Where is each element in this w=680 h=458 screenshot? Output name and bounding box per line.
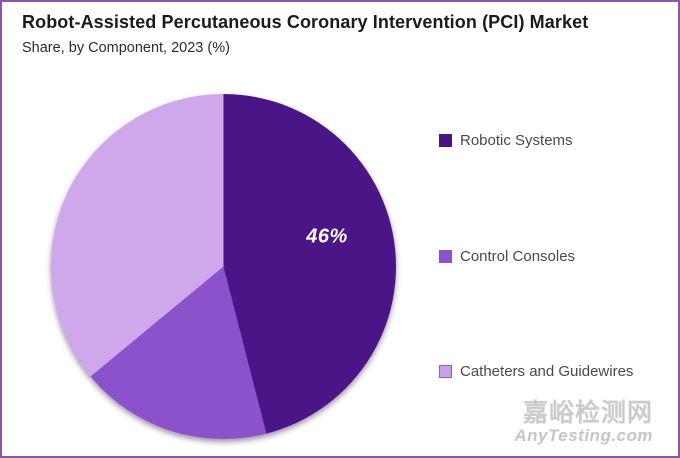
legend-swatch-icon bbox=[439, 134, 452, 147]
pie-graphic bbox=[51, 94, 396, 439]
pie-slice-value-label: 46% bbox=[306, 225, 348, 248]
watermark: 嘉峪检测网 AnyTesting.com bbox=[514, 398, 653, 446]
pie-chart: 46% bbox=[51, 94, 396, 439]
legend-label: Control Consoles bbox=[460, 247, 576, 265]
legend-label: Catheters and Guidewires bbox=[460, 363, 634, 380]
legend-item-robotic-systems: Robotic Systems bbox=[439, 132, 633, 149]
chart-header: Robot-Assisted Percutaneous Coronary Int… bbox=[22, 12, 662, 56]
legend-swatch-icon bbox=[439, 365, 452, 378]
legend-item-catheters-guidewires: Catheters and Guidewires bbox=[439, 363, 633, 380]
chart-title: Robot-Assisted Percutaneous Coronary Int… bbox=[22, 12, 589, 32]
legend-item-control-consoles: Control Consoles bbox=[439, 248, 633, 265]
watermark-chinese-text: 嘉峪检测网 bbox=[522, 398, 653, 427]
legend: Robotic Systems Control Consoles Cathete… bbox=[439, 132, 633, 380]
chart-subtitle: Share, by Component, 2023 (%) bbox=[22, 40, 230, 56]
legend-swatch-icon bbox=[439, 249, 452, 263]
watermark-site-text: AnyTesting.com bbox=[514, 425, 653, 445]
legend-label: Robotic Systems bbox=[460, 132, 573, 149]
